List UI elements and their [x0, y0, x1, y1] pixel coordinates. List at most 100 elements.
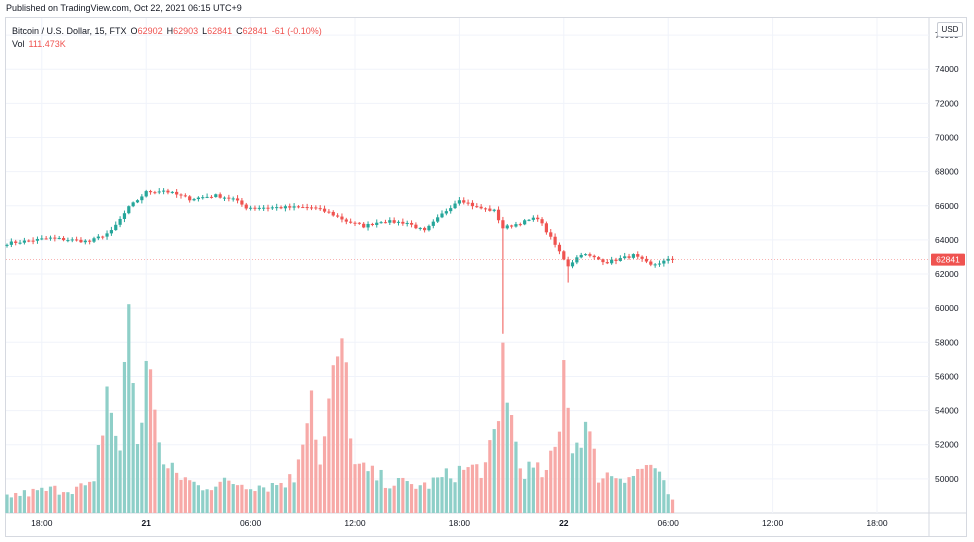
candle — [131, 201, 135, 208]
candle — [401, 218, 405, 226]
volume-bar — [92, 481, 96, 513]
candle — [557, 242, 562, 255]
volume-bar — [631, 475, 635, 513]
volume-bar — [235, 485, 240, 513]
volume-bar — [201, 490, 205, 513]
volume-bar — [148, 369, 153, 513]
candle-body — [57, 237, 61, 239]
candle-body — [544, 223, 548, 233]
candle-body — [179, 194, 183, 196]
candle — [349, 218, 353, 224]
volume-bar — [66, 492, 70, 513]
volume-bar — [501, 342, 505, 513]
price-tick-label: 58000 — [935, 337, 959, 347]
candle — [409, 220, 414, 228]
candle-body — [44, 238, 48, 240]
volume-bar — [61, 492, 66, 513]
candle-body — [501, 220, 505, 229]
candle — [336, 213, 340, 218]
volume-bar — [344, 362, 348, 513]
candle-body — [379, 222, 383, 224]
volume-bar — [553, 446, 557, 513]
price-tick-label: 72000 — [935, 98, 959, 108]
currency-button[interactable]: USD — [937, 22, 963, 37]
candle — [631, 253, 635, 259]
time-tick-label: 18:00 — [866, 518, 888, 528]
volume-bar — [518, 468, 522, 513]
volume-bar — [5, 494, 9, 513]
candle-body — [583, 254, 588, 256]
volume-bar — [583, 421, 588, 513]
candle-body — [640, 256, 644, 259]
volume-bar — [249, 489, 253, 513]
candle — [379, 221, 383, 224]
volume-bar — [475, 464, 479, 513]
candle-body — [527, 219, 531, 221]
candle-body — [488, 208, 492, 211]
candle-body — [562, 251, 566, 260]
candle — [305, 203, 309, 211]
volume-bar — [544, 469, 548, 513]
candle — [322, 205, 327, 214]
volume-bar — [31, 488, 35, 513]
volume-bar — [549, 450, 553, 513]
candle — [444, 208, 448, 216]
candle — [101, 235, 105, 240]
open-value: 62902 — [137, 26, 163, 36]
grid-lines — [6, 18, 966, 536]
volume-bar — [436, 477, 440, 513]
candle — [536, 214, 540, 222]
candle-body — [183, 195, 187, 197]
candle-body — [518, 224, 522, 226]
high-value: 62903 — [173, 26, 199, 36]
time-tick-label: 12:00 — [344, 518, 366, 528]
volume-bar — [449, 478, 453, 513]
candle — [9, 238, 13, 248]
candle — [157, 188, 161, 195]
volume-bar — [418, 485, 422, 513]
volume-bar — [488, 440, 492, 513]
volume-bar — [496, 421, 501, 513]
volume-bar — [262, 487, 266, 513]
candle — [496, 206, 501, 224]
candle-body — [218, 194, 222, 198]
candle — [357, 222, 361, 225]
candle — [657, 260, 662, 267]
volume-bar — [101, 435, 105, 513]
candle-body — [427, 225, 431, 231]
volume-bar — [288, 474, 292, 513]
candle-body — [270, 207, 274, 209]
candle-body — [531, 217, 535, 220]
price-tick-label: 74000 — [935, 64, 959, 74]
time-tick-label: 18:00 — [31, 518, 53, 528]
candle — [88, 239, 92, 245]
candle-body — [353, 222, 357, 224]
candle-body — [35, 238, 40, 241]
volume-bar — [579, 447, 583, 513]
volume-bar — [653, 468, 657, 513]
candle-body — [222, 197, 227, 199]
candle-body — [235, 198, 240, 201]
volume-bar — [562, 360, 566, 513]
candle-body — [336, 215, 340, 217]
candle-body — [370, 223, 374, 225]
volume-bar — [114, 435, 118, 513]
volume-bar — [166, 468, 170, 513]
candle-body — [31, 240, 35, 242]
candle-body — [135, 200, 140, 203]
candle-body — [462, 200, 466, 203]
candle — [531, 215, 535, 222]
volume-bar — [592, 448, 596, 513]
volume-bar — [88, 481, 92, 513]
time-tick-label: 22 — [559, 518, 569, 528]
candle — [201, 194, 205, 200]
volume-bar — [314, 439, 318, 513]
candle-body — [88, 240, 92, 242]
candle — [640, 255, 644, 262]
candle — [488, 205, 492, 212]
volume-bar — [179, 479, 183, 513]
candle — [227, 194, 231, 202]
candle — [162, 188, 166, 195]
volume-bar — [597, 482, 601, 513]
